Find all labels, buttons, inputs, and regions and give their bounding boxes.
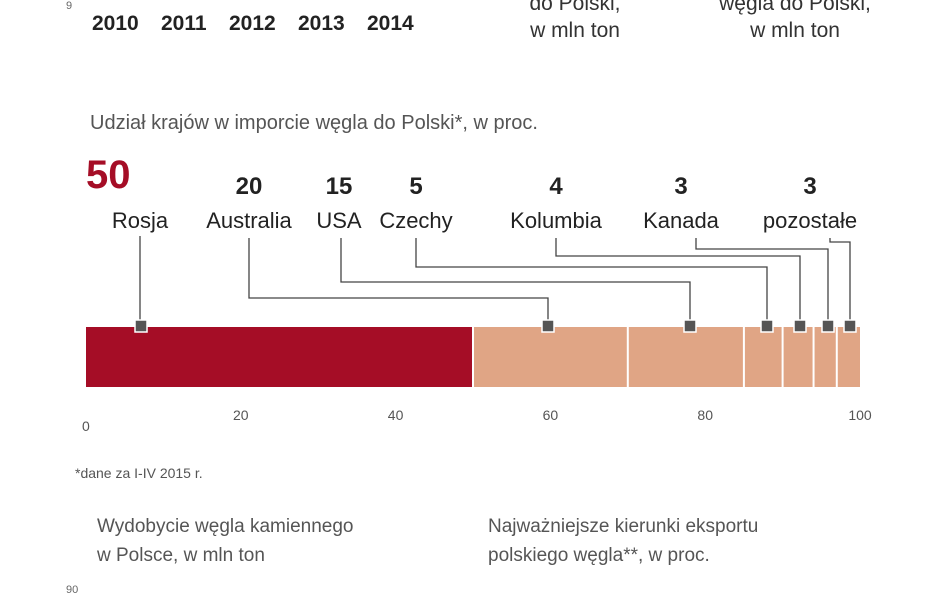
category-label: pozostałe: [763, 208, 857, 233]
year-label: 2011: [161, 12, 207, 35]
x-tick-label: 100: [848, 407, 872, 423]
import-share-chart: 50 Rosja 20 Australia 15 USA 5 Czechy 4 Kolumbia 3…: [82, 153, 872, 434]
leader-line: [248, 238, 549, 327]
bar-segment: [836, 327, 860, 387]
year-label: 2013: [298, 12, 345, 35]
x-tick-label: 20: [233, 407, 249, 423]
marker-square: [821, 319, 835, 333]
bar-segment: [743, 327, 783, 387]
import-header-line: węgla do Polski,: [719, 0, 871, 15]
caption-line: polskiego węgla**, w proc.: [488, 545, 710, 566]
import-header-2: węgla do Polski, w mln ton: [700, 0, 890, 41]
marker-square: [760, 319, 774, 333]
import-header-line: w mln ton: [530, 19, 620, 42]
caption-line: Najważniejsze kierunki eksportu: [488, 516, 759, 537]
year-label: 2010: [92, 12, 139, 35]
marker-square: [541, 319, 555, 333]
category-label: Australia: [206, 208, 292, 233]
leader-line: [695, 238, 829, 327]
category-label: Czechy: [379, 208, 452, 233]
import-header: do Polski, w mln ton: [505, 0, 645, 41]
x-tick-label: 0: [82, 418, 90, 434]
leader-line: [340, 238, 691, 327]
category-label: Kolumbia: [510, 208, 602, 233]
chart-title: Udział krajów w imporcie węgla do Polski…: [90, 112, 538, 134]
value-label: 3: [803, 173, 816, 200]
marker-square: [134, 319, 148, 333]
x-tick-label: 80: [697, 407, 713, 423]
caption-line: Wydobycie węgla kamiennego: [97, 516, 354, 537]
bottom-axis-fragment: 90: [66, 584, 79, 596]
value-label: 5: [409, 173, 422, 200]
value-label: 20: [236, 173, 263, 200]
value-label: 3: [674, 173, 687, 200]
x-tick-label: 40: [388, 407, 404, 423]
leader-line: [415, 238, 768, 327]
x-tick-label: 60: [543, 407, 559, 423]
bar-segment: [782, 327, 814, 387]
bar-segment: [627, 327, 744, 387]
value-label: 15: [326, 173, 353, 200]
mining-caption: Wydobycie węgla kamiennego w Polsce, w m…: [97, 512, 353, 570]
leader-line: [555, 238, 801, 327]
marker-square: [843, 319, 857, 333]
category-label: Rosja: [112, 208, 169, 233]
import-header-line: do Polski,: [529, 0, 621, 15]
marker-square: [683, 319, 697, 333]
bar-segment: [473, 327, 628, 387]
category-label: USA: [316, 208, 362, 233]
year-label: 2014: [367, 12, 414, 35]
top-axis-digit: 9: [66, 0, 73, 12]
marker-square: [793, 319, 807, 333]
value-label: 4: [549, 173, 563, 200]
category-label: Kanada: [643, 208, 720, 233]
leader-line: [829, 238, 851, 327]
bar-segment: [813, 327, 837, 387]
value-label: 50: [86, 153, 131, 197]
import-header-line: w mln ton: [750, 19, 840, 42]
bar-segment: [86, 327, 473, 387]
year-label: 2012: [229, 12, 276, 35]
footnote: *dane za I-IV 2015 r.: [75, 465, 203, 481]
export-caption: Najważniejsze kierunki eksportu polskieg…: [488, 512, 758, 570]
caption-line: w Polsce, w mln ton: [97, 545, 265, 566]
